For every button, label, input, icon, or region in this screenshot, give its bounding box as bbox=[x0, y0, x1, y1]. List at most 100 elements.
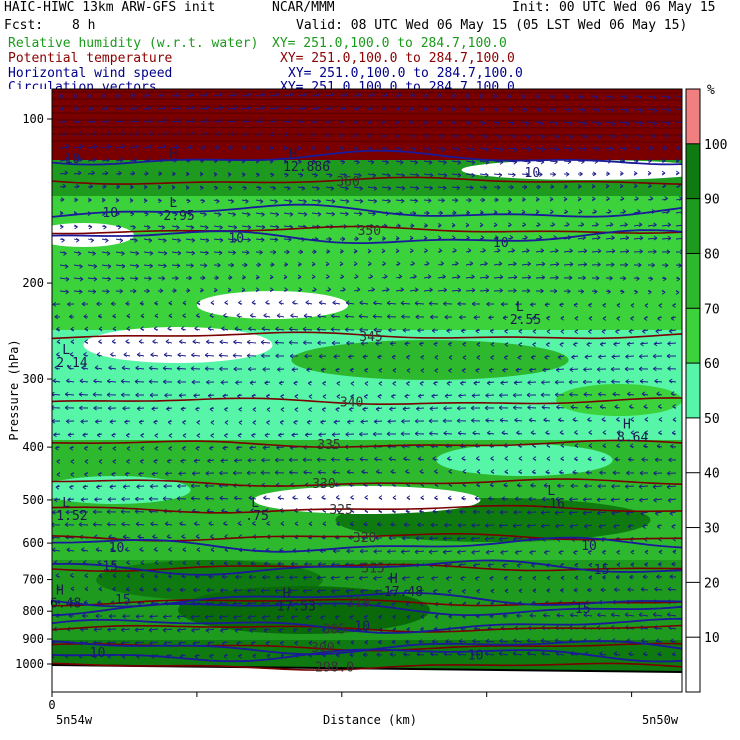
wind-arrow bbox=[297, 145, 302, 151]
y-tick-label: 500 bbox=[22, 493, 44, 507]
init-time: Init: 00 UTC Wed 06 May 15 bbox=[512, 0, 716, 15]
wind-arrow bbox=[633, 108, 644, 113]
rh-blob bbox=[253, 486, 481, 514]
wind-arrow bbox=[255, 145, 260, 151]
extremum-value: 2.95 bbox=[163, 209, 194, 224]
wind-arrow bbox=[283, 159, 288, 164]
wind-arrow bbox=[563, 146, 573, 152]
forecast-label: Fcst: bbox=[4, 18, 44, 33]
wind-arrow bbox=[227, 144, 233, 150]
wind-arrow bbox=[605, 108, 615, 113]
wind-arrow bbox=[633, 120, 644, 126]
wind-arrow bbox=[171, 144, 180, 150]
wind-arrow bbox=[409, 160, 418, 165]
theta-label: 335 bbox=[317, 438, 340, 453]
speed-label: 10 bbox=[65, 152, 81, 167]
wind-arrow bbox=[451, 160, 462, 165]
terrain-mask bbox=[52, 665, 682, 692]
field-name-rh: Relative humidity (w.r.t. water) bbox=[8, 36, 259, 51]
wind-arrow bbox=[577, 171, 583, 177]
wind-arrow bbox=[227, 92, 237, 98]
y-tick-label: 300 bbox=[22, 372, 44, 386]
wind-arrow bbox=[283, 172, 289, 178]
wind-arrow bbox=[101, 144, 112, 149]
wind-arrow bbox=[59, 157, 70, 162]
rh-blob bbox=[196, 291, 349, 319]
wind-arrow bbox=[479, 147, 489, 152]
rh-fill-layer bbox=[52, 89, 682, 692]
wind-arrow bbox=[675, 158, 680, 163]
wind-arrow bbox=[143, 171, 149, 176]
extremum-value: 17.53 bbox=[277, 599, 316, 614]
rh-blob bbox=[52, 476, 191, 504]
theta-label: 325 bbox=[329, 503, 352, 518]
wind-arrow bbox=[549, 94, 555, 100]
field-name-wind: Horizontal wind speed bbox=[8, 66, 173, 81]
theta-label: 305 bbox=[323, 622, 346, 637]
wind-arrow bbox=[115, 93, 121, 99]
wind-arrow bbox=[521, 94, 526, 99]
wind-arrow bbox=[605, 94, 613, 100]
wind-arrow bbox=[87, 157, 97, 162]
wind-arrow bbox=[311, 172, 318, 178]
x-right-location: 5n50w bbox=[642, 713, 679, 727]
wind-arrow bbox=[479, 120, 486, 126]
field-name-vectors: Circulation vectors bbox=[8, 80, 157, 89]
wind-arrow bbox=[619, 171, 624, 176]
speed-label: 15 bbox=[102, 560, 118, 575]
wind-arrow bbox=[675, 108, 682, 113]
wind-arrow bbox=[493, 172, 503, 178]
wind-arrow bbox=[101, 170, 109, 176]
colorbar-label: 20 bbox=[704, 576, 720, 591]
wind-arrow bbox=[367, 92, 375, 98]
wind-arrow bbox=[87, 93, 92, 99]
wind-arrow bbox=[87, 106, 94, 111]
wind-arrow bbox=[73, 93, 78, 99]
wind-arrow bbox=[115, 144, 125, 149]
x-origin-label: 0 bbox=[48, 698, 55, 712]
extremum-value: .16 bbox=[541, 497, 564, 512]
colorbar-label: 60 bbox=[704, 357, 720, 372]
theta-label: 315 bbox=[361, 561, 384, 576]
colorbar-label: 10 bbox=[704, 631, 720, 646]
wind-arrow bbox=[87, 170, 95, 176]
wind-arrow bbox=[535, 107, 542, 113]
colorbar-label: 80 bbox=[704, 247, 720, 262]
wind-arrow bbox=[647, 170, 652, 176]
extremum-value: 12.886 bbox=[283, 160, 330, 175]
wind-arrow bbox=[199, 144, 206, 150]
model-title: HAIC-HIWC 13km ARW-GFS init bbox=[4, 0, 216, 15]
wind-arrow bbox=[185, 92, 194, 98]
wind-arrow bbox=[73, 183, 80, 189]
field-name-theta: Potential temperature bbox=[8, 51, 173, 66]
wind-arrow bbox=[59, 183, 67, 189]
speed-label: 15 bbox=[575, 602, 591, 617]
rh-blob bbox=[436, 444, 613, 476]
wind-arrow bbox=[507, 147, 518, 152]
y-tick-label: 1000 bbox=[15, 657, 44, 671]
wind-arrow bbox=[661, 158, 666, 164]
wind-arrow bbox=[409, 92, 415, 98]
wind-arrow bbox=[101, 184, 107, 189]
wind-arrow bbox=[157, 144, 166, 150]
wind-arrow bbox=[311, 145, 316, 151]
wind-arrow bbox=[353, 173, 362, 178]
wind-arrow bbox=[115, 184, 121, 190]
wind-arrow bbox=[549, 146, 560, 152]
extremum-value: 17.48 bbox=[384, 585, 423, 600]
theta-label: 320 bbox=[353, 531, 376, 546]
colorbar-label: 30 bbox=[704, 522, 720, 537]
wind-arrow bbox=[535, 172, 543, 177]
wind-arrow bbox=[437, 172, 448, 178]
wind-arrow bbox=[143, 92, 150, 98]
wind-arrow bbox=[507, 120, 515, 126]
rh-band bbox=[52, 196, 682, 330]
wind-arrow bbox=[129, 93, 136, 98]
colorbar-unit: % bbox=[707, 83, 715, 98]
speed-label: 10 bbox=[354, 620, 370, 635]
wind-arrow bbox=[605, 171, 610, 177]
speed-label: 10 bbox=[90, 646, 106, 661]
colorbar-swatch bbox=[686, 253, 700, 309]
wind-arrow bbox=[101, 93, 107, 99]
wind-arrow bbox=[591, 146, 600, 152]
